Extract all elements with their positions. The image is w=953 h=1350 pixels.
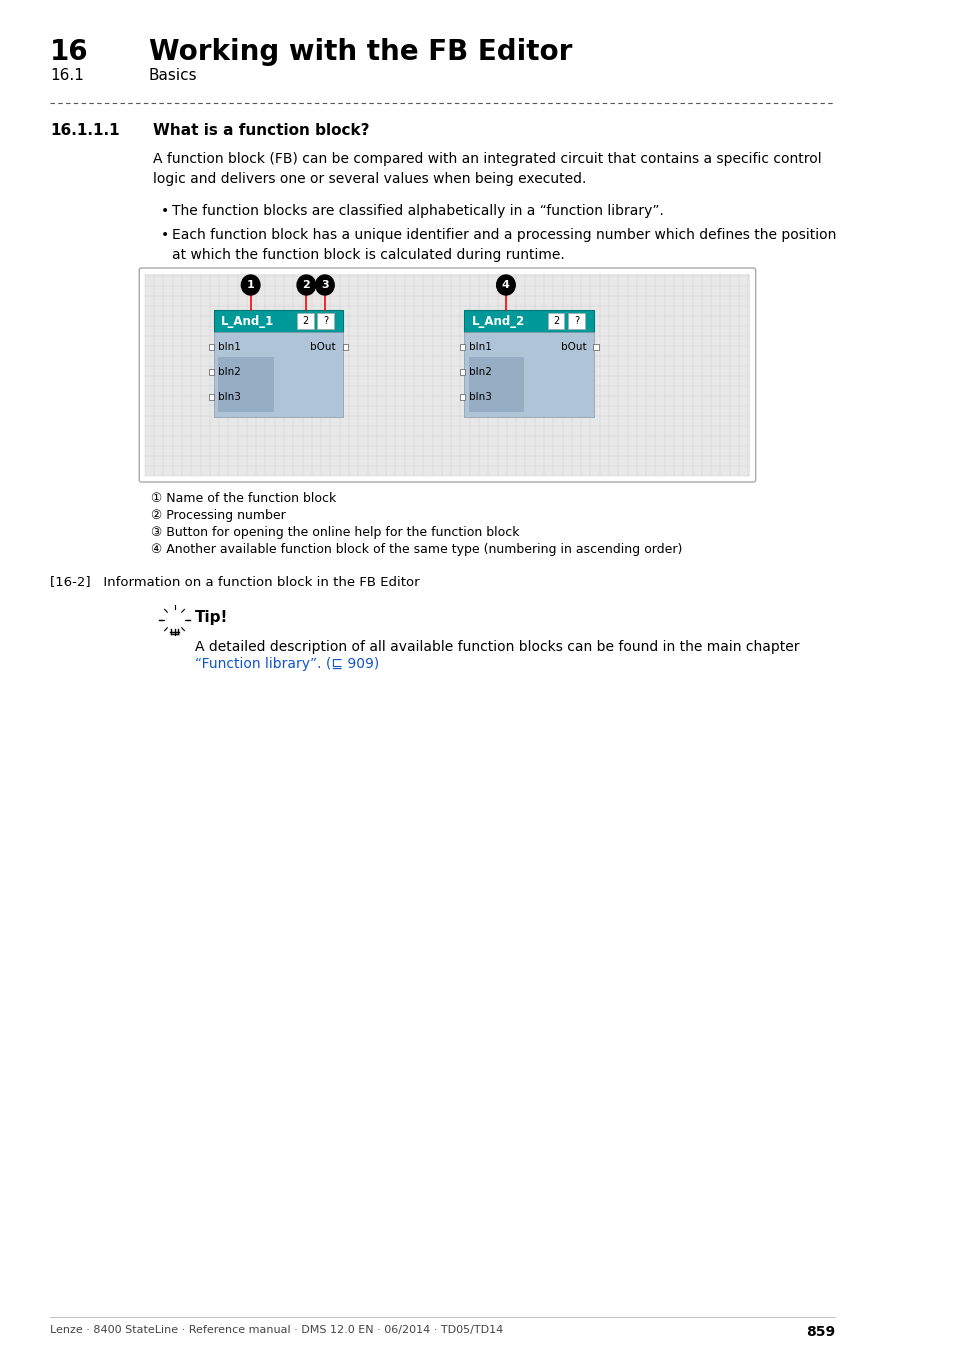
Text: L_And_2: L_And_2 bbox=[471, 315, 524, 328]
Bar bbox=[209, 344, 214, 350]
Circle shape bbox=[497, 275, 515, 296]
Bar bbox=[209, 394, 214, 400]
Bar bbox=[459, 369, 465, 375]
Text: 2: 2 bbox=[553, 316, 558, 325]
Text: Working with the FB Editor: Working with the FB Editor bbox=[149, 38, 571, 66]
Circle shape bbox=[241, 275, 259, 296]
Text: What is a function block?: What is a function block? bbox=[153, 123, 369, 138]
Text: ④ Another available function block of the same type (numbering in ascending orde: ④ Another available function block of th… bbox=[152, 543, 682, 556]
FancyBboxPatch shape bbox=[139, 269, 755, 482]
Bar bbox=[459, 394, 465, 400]
Text: bIn1: bIn1 bbox=[218, 342, 241, 352]
Text: ① Name of the function block: ① Name of the function block bbox=[152, 491, 336, 505]
Text: ?: ? bbox=[574, 316, 578, 325]
Text: 859: 859 bbox=[805, 1324, 835, 1339]
Text: Lenze · 8400 StateLine · Reference manual · DMS 12.0 EN · 06/2014 · TD05/TD14: Lenze · 8400 StateLine · Reference manua… bbox=[51, 1324, 503, 1335]
Text: Each function block has a unique identifier and a processing number which define: Each function block has a unique identif… bbox=[172, 228, 835, 262]
Text: 16: 16 bbox=[51, 38, 89, 66]
Text: ?: ? bbox=[323, 316, 328, 325]
Bar bbox=[464, 332, 594, 417]
Text: Tip!: Tip! bbox=[194, 610, 228, 625]
Text: ② Processing number: ② Processing number bbox=[152, 509, 286, 522]
Text: [16-2]   Information on a function block in the FB Editor: [16-2] Information on a function block i… bbox=[51, 575, 419, 589]
Bar bbox=[296, 313, 314, 329]
Bar bbox=[593, 344, 598, 350]
Bar bbox=[213, 332, 343, 417]
Text: 2: 2 bbox=[302, 279, 310, 290]
Text: 3: 3 bbox=[321, 279, 329, 290]
Bar bbox=[568, 313, 584, 329]
Text: 4: 4 bbox=[501, 279, 509, 290]
Text: bIn3: bIn3 bbox=[218, 392, 241, 402]
Text: bIn3: bIn3 bbox=[468, 392, 491, 402]
Text: bIn2: bIn2 bbox=[468, 367, 491, 377]
Text: L_And_1: L_And_1 bbox=[221, 315, 274, 328]
Text: bIn2: bIn2 bbox=[218, 367, 241, 377]
Text: Basics: Basics bbox=[149, 68, 197, 82]
Bar bbox=[547, 313, 564, 329]
Text: ③ Button for opening the online help for the function block: ③ Button for opening the online help for… bbox=[152, 526, 519, 539]
Text: 2: 2 bbox=[302, 316, 308, 325]
Text: “Function library”. (⊑ 909): “Function library”. (⊑ 909) bbox=[194, 657, 378, 671]
Text: 16.1.1.1: 16.1.1.1 bbox=[51, 123, 120, 138]
Text: The function blocks are classified alphabetically in a “function library”.: The function blocks are classified alpha… bbox=[172, 204, 663, 217]
Bar bbox=[459, 344, 465, 350]
Text: A detailed description of all available function blocks can be found in the main: A detailed description of all available … bbox=[194, 640, 799, 653]
Bar bbox=[218, 356, 274, 412]
Bar bbox=[145, 274, 749, 477]
Bar bbox=[464, 310, 594, 332]
Text: bOut: bOut bbox=[310, 342, 335, 352]
Text: 1: 1 bbox=[247, 279, 254, 290]
Bar bbox=[342, 344, 348, 350]
Text: 16.1: 16.1 bbox=[51, 68, 84, 82]
Circle shape bbox=[296, 275, 315, 296]
Text: •: • bbox=[160, 204, 169, 217]
Text: •: • bbox=[160, 228, 169, 242]
Circle shape bbox=[315, 275, 334, 296]
Bar bbox=[468, 356, 524, 412]
Bar bbox=[209, 369, 214, 375]
Bar bbox=[213, 310, 343, 332]
Bar bbox=[317, 313, 334, 329]
Text: bOut: bOut bbox=[560, 342, 586, 352]
Text: A function block (FB) can be compared with an integrated circuit that contains a: A function block (FB) can be compared wi… bbox=[153, 153, 821, 185]
Text: bIn1: bIn1 bbox=[468, 342, 491, 352]
